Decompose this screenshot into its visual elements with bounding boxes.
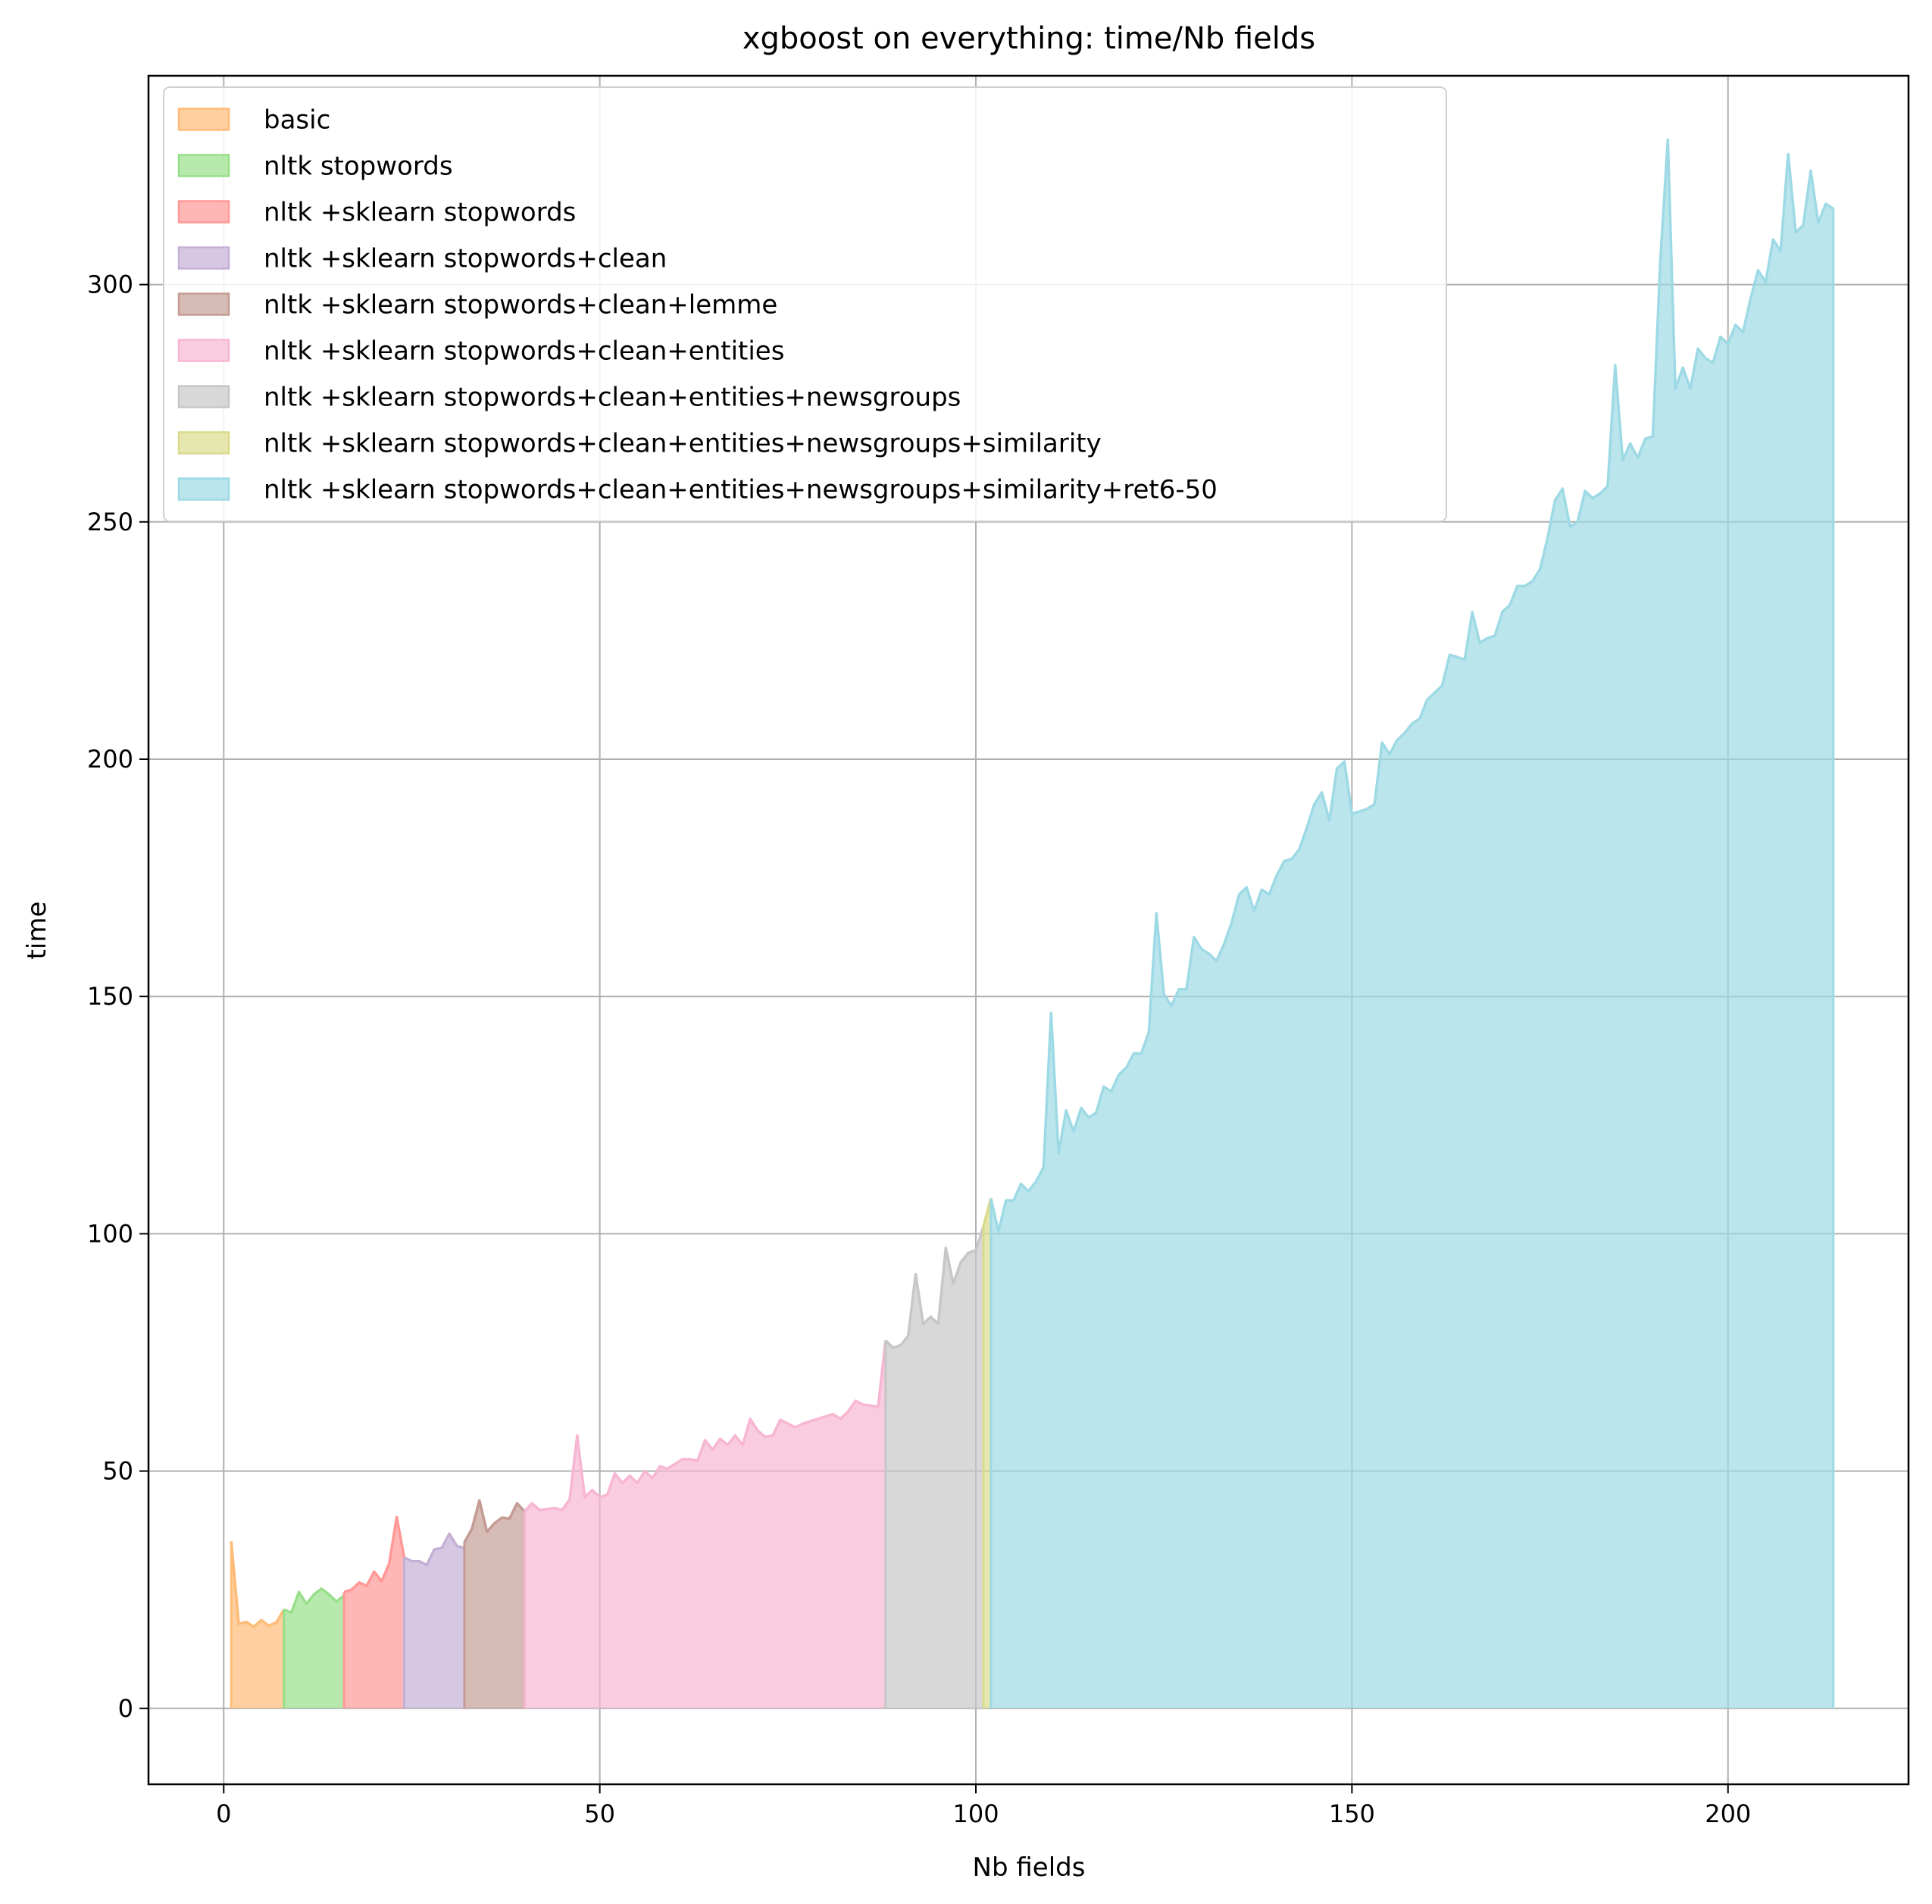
series-area-8: [983, 1198, 991, 1709]
series-areas: [230, 138, 1835, 1709]
chart-title: xgboost on everything: time/Nb fields: [742, 21, 1315, 56]
legend-label: nltk +sklearn stopwords+clean+entities: [264, 336, 784, 367]
series-area-4: [404, 1534, 464, 1709]
legend-label: nltk +sklearn stopwords+clean: [264, 244, 667, 274]
legend-label: nltk stopwords: [264, 152, 453, 182]
x-axis-label: Nb fields: [973, 1852, 1086, 1883]
y-tick-label: 300: [87, 270, 133, 299]
legend-swatch: [177, 292, 230, 316]
legend-swatch: [177, 200, 230, 224]
series-line-2: [283, 1587, 345, 1614]
legend-swatch: [177, 339, 230, 362]
legend-label: basic: [264, 105, 330, 136]
series-line-6: [524, 1340, 887, 1513]
series-line-4: [403, 1532, 465, 1567]
series-line-8: [982, 1197, 993, 1227]
series-line-7: [884, 1226, 985, 1349]
y-tick-label: 200: [87, 745, 133, 774]
y-tick-label: 150: [87, 982, 133, 1011]
series-area-6: [524, 1340, 886, 1709]
x-tick-label: 0: [216, 1799, 231, 1828]
legend-swatch: [177, 431, 230, 455]
y-axis-label: time: [22, 902, 52, 960]
series-area-7: [885, 1226, 983, 1709]
series-line-9: [989, 138, 1834, 1233]
x-tick-label: 150: [1329, 1799, 1375, 1828]
legend-label: nltk +sklearn stopwords+clean+entities+n…: [264, 429, 1102, 459]
legend-label: nltk +sklearn stopwords+clean+lemme: [264, 290, 777, 320]
x-tick-label: 100: [952, 1799, 999, 1828]
series-area-5: [464, 1500, 525, 1709]
x-tick-label: 50: [584, 1799, 615, 1828]
series-line-3: [343, 1515, 406, 1593]
y-tick-label: 250: [87, 508, 133, 536]
legend-label: nltk +sklearn stopwords+clean+entities+n…: [264, 383, 961, 413]
series-area-9: [990, 139, 1834, 1709]
legend-swatch: [177, 477, 230, 501]
series-line-1: [230, 1541, 286, 1628]
legend-box: [163, 86, 1447, 522]
legend-swatch: [177, 108, 230, 131]
legend: basic nltk stopwords nltk +sklearn stopwor…: [163, 86, 1447, 522]
x-axis-ticks: 0 50 100 150 200: [216, 1784, 1751, 1828]
y-tick-label: 0: [118, 1694, 133, 1723]
series-area-2: [283, 1588, 345, 1709]
legend-label: nltk +sklearn stopwords+clean+entities+n…: [264, 475, 1218, 505]
series-line-5: [463, 1499, 526, 1543]
legend-label: nltk +sklearn stopwords: [264, 198, 576, 228]
plot-frame: [147, 74, 1910, 1786]
y-axis-ticks: 0 50 100 150 200 250 300: [87, 270, 148, 1723]
legend-swatch: [177, 246, 230, 270]
legend-swatch: [177, 385, 230, 408]
legend-swatch: [177, 154, 230, 177]
y-tick-label: 50: [102, 1457, 133, 1486]
x-tick-label: 200: [1705, 1799, 1751, 1828]
y-tick-label: 100: [87, 1219, 133, 1248]
